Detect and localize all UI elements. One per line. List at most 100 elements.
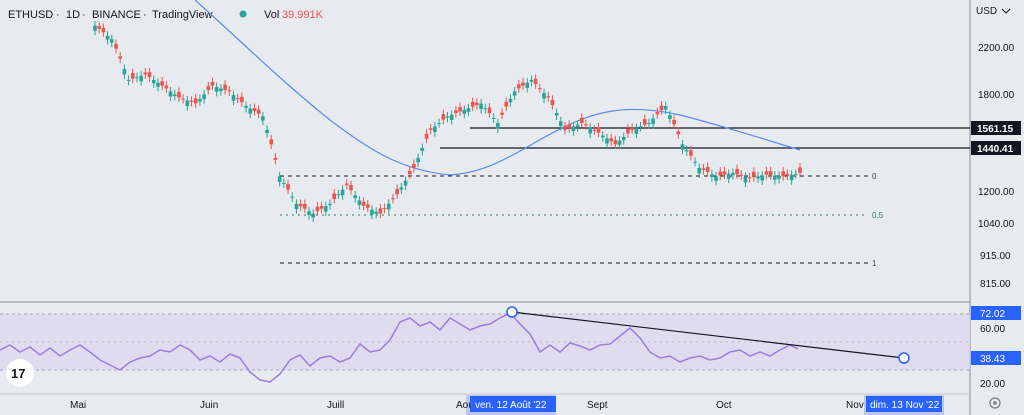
candle-body: [441, 114, 446, 120]
tradingview-logo[interactable]: 17: [6, 359, 34, 387]
header-symbol[interactable]: ETHUSD: [8, 9, 53, 21]
header-interval[interactable]: 1D: [66, 9, 80, 21]
time-label-nov: Nov: [846, 400, 864, 411]
candle-body: [177, 91, 181, 98]
candle-body: [424, 133, 429, 139]
candle-body: [277, 176, 282, 182]
fib-label-1: 1: [872, 259, 877, 268]
candle-body: [454, 110, 458, 114]
candle-body: [634, 128, 639, 134]
rsi-tag-top-bg: [971, 306, 1021, 320]
candle-body: [512, 91, 517, 96]
candle-body: [319, 206, 324, 209]
rsi-tick-20: 20.00: [980, 379, 1005, 390]
candle-body: [168, 91, 173, 97]
candle-body: [206, 86, 211, 90]
time-label-juill: Juill: [327, 400, 344, 411]
rsi-band: [0, 314, 970, 370]
header-exchange: BINANCE: [92, 9, 141, 21]
candle-body: [349, 185, 353, 191]
price-tick-1200: 1200.00: [978, 187, 1015, 198]
candle-body: [630, 127, 634, 130]
price-tick-915: 915.00: [980, 251, 1011, 262]
candle-body: [592, 129, 597, 131]
candle-body: [789, 174, 794, 181]
candle-body: [752, 171, 756, 178]
candle-body: [739, 174, 744, 176]
candle-body: [710, 174, 714, 178]
candle-body: [546, 96, 551, 98]
header-provider: TradingView: [152, 9, 213, 21]
candle-body: [185, 100, 190, 107]
trend-line-end-handle[interactable]: [898, 352, 910, 364]
candle-body: [101, 27, 106, 33]
candle-body: [684, 149, 689, 152]
candle-body: [559, 121, 563, 126]
candle-body: [395, 188, 399, 195]
candle-body: [189, 100, 194, 102]
price-axis-currency[interactable]: USD: [976, 6, 997, 17]
settings-gear-icon[interactable]: [989, 397, 1001, 409]
rsi-line: [0, 312, 799, 383]
candle-body: [483, 108, 488, 110]
candle-body: [172, 94, 177, 97]
candle-body: [357, 200, 362, 205]
candle-body: [290, 196, 295, 198]
candle-body: [143, 72, 148, 75]
candle-body: [596, 127, 601, 133]
trend-line-start-handle[interactable]: [506, 306, 518, 318]
candle-body: [252, 108, 257, 112]
candle-body: [269, 139, 274, 145]
candle-body: [487, 107, 492, 114]
time-tag-end-bg: [866, 396, 942, 412]
rsi-trend-line[interactable]: [511, 311, 905, 359]
candle-body: [227, 90, 232, 92]
price-tag-1561-bg: [971, 121, 1021, 135]
currency-dropdown-icon[interactable]: [1001, 8, 1011, 14]
candle-body: [286, 184, 290, 190]
candle-body: [529, 79, 534, 82]
candle-body: [659, 105, 664, 111]
candle-body: [760, 175, 765, 181]
candle-body: [642, 119, 647, 125]
time-label-mai: Mai: [70, 400, 86, 411]
fib-label-0: 0: [872, 172, 877, 181]
candle-body: [282, 182, 286, 184]
time-label-oct: Oct: [716, 400, 732, 411]
price-tick-1040: 1040.00: [978, 219, 1015, 230]
candle-body: [118, 56, 122, 59]
candle-body: [328, 203, 332, 206]
header-sep-2: ·: [82, 9, 86, 21]
candle-body: [382, 208, 387, 210]
candle-body: [93, 25, 97, 31]
candle-body: [445, 116, 450, 118]
candle-body: [475, 102, 479, 106]
candle-body: [303, 204, 307, 209]
candle-body: [420, 148, 425, 151]
candle-body: [747, 177, 752, 179]
candle-body: [731, 172, 735, 176]
moving-average-line: [194, 0, 801, 176]
candle-body: [378, 208, 383, 214]
candle-body: [210, 81, 215, 86]
candle-body: [575, 124, 580, 128]
candle-body: [676, 131, 681, 135]
price-tick-815: 815.00: [980, 279, 1011, 290]
rsi-tag-current: 38.43: [980, 354, 1005, 365]
candle-body: [139, 75, 143, 82]
candle-body: [479, 103, 483, 109]
candle-body: [235, 98, 240, 100]
header-sep-3: ·: [143, 9, 147, 21]
candle-body: [768, 171, 773, 176]
candle-body: [160, 81, 164, 86]
candle-body: [697, 167, 702, 174]
header-sep-1: ·: [56, 9, 60, 21]
time-tag-start-bg: [470, 396, 556, 412]
time-tag-end: dim. 13 Nov '22: [870, 400, 940, 411]
candle-body: [621, 136, 626, 141]
candle-body: [508, 98, 513, 103]
price-tag-1440-bg: [971, 141, 1021, 155]
candle-body: [248, 108, 253, 114]
